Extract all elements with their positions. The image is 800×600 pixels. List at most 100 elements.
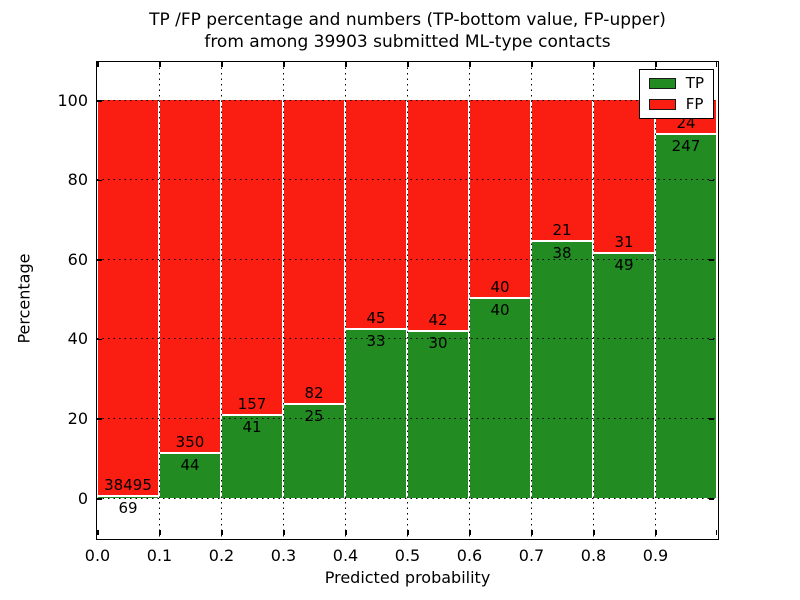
y-tick-mark [97, 179, 102, 182]
fp-legend-label: FP [685, 95, 704, 113]
bar-segment-fp [159, 100, 221, 454]
x-tick-mark [97, 62, 99, 67]
bar-count-tp: 25 [304, 407, 324, 425]
x-tick-label: 0.6 [456, 546, 483, 565]
fp-legend-swatch [648, 99, 676, 110]
y-tick-label: 40 [67, 329, 88, 349]
x-tick-label: 0.0 [84, 546, 111, 565]
x-tick-mark [593, 62, 595, 67]
bar-segment-fp [345, 100, 407, 330]
x-tick-mark [531, 62, 533, 67]
h-gridline [97, 338, 718, 340]
x-tick-mark [221, 62, 223, 67]
h-gridline [97, 417, 718, 419]
bar-count-tp: 49 [614, 256, 634, 275]
plot-area: 38495 69 350 44 157 41 82 25 45 33 42 30 40 40 21 38 31 4… [96, 61, 719, 540]
v-gridline [282, 62, 284, 539]
v-gridline [592, 62, 594, 539]
x-tick-mark [469, 62, 471, 67]
y-tick-mark [97, 338, 102, 341]
bar-segment-tp [655, 135, 717, 498]
x-tick-mark [531, 530, 533, 535]
v-gridline [468, 62, 470, 539]
x-tick-mark [593, 530, 595, 535]
v-gridline [344, 62, 346, 539]
bar-segment-tp [593, 254, 655, 498]
bar-count-tp: 38 [552, 243, 572, 262]
x-tick-label: 0.8 [580, 546, 607, 565]
y-tick-mark [709, 179, 714, 182]
y-tick-label: 100 [57, 90, 88, 110]
tp-legend-label: TP [685, 74, 704, 92]
h-gridline [97, 258, 718, 260]
y-axis-label: Percentage [14, 253, 34, 344]
x-tick-mark [345, 530, 347, 535]
bar-count-fp: 38495 [104, 476, 152, 495]
y-tick-mark [97, 418, 102, 420]
bar-count-fp: 31 [614, 233, 634, 252]
bar-count-fp: 45 [366, 308, 386, 327]
bar-segment-tp [469, 299, 531, 498]
bar-count-tp: 44 [180, 455, 200, 474]
y-tick-label: 60 [67, 249, 88, 269]
v-gridline [406, 62, 408, 539]
x-tick-mark [715, 62, 717, 67]
bar-segment-fp [469, 100, 531, 299]
legend: TP FP [638, 69, 714, 119]
bar-count-fp: 82 [304, 384, 324, 402]
y-tick-mark [709, 259, 714, 261]
x-tick-mark [407, 62, 409, 67]
x-tick-label: 0.7 [518, 546, 545, 565]
chart-title: TP /FP percentage and numbers (TP-bottom… [96, 9, 719, 53]
y-tick-mark [709, 418, 714, 420]
v-gridline [530, 62, 532, 539]
x-tick-label: 0.9 [642, 546, 669, 565]
bar-segment-tp [407, 332, 469, 498]
y-tick-mark [709, 338, 714, 341]
bar-count-fp: 40 [490, 278, 510, 296]
chart-title-line1: TP /FP percentage and numbers (TP-bottom… [149, 10, 666, 30]
bar-count-tp: 69 [118, 499, 138, 518]
bar-count-fp: 21 [552, 220, 572, 239]
bar-segment-fp [531, 100, 593, 242]
bar-segment-fp [407, 100, 469, 333]
bar-count-tp: 33 [366, 331, 386, 350]
bar-count-tp: 41 [242, 417, 262, 436]
y-tick-mark [97, 498, 102, 500]
bar-segment-fp [593, 100, 655, 255]
bar-count-tp: 40 [490, 301, 510, 319]
y-tick-label: 0 [77, 488, 88, 508]
x-axis-label: Predicted probability [324, 568, 491, 587]
legend-entry-tp: TP [648, 74, 704, 92]
tp-legend-swatch [648, 78, 676, 89]
bar-segment-fp [97, 100, 159, 498]
bar-segment-fp [283, 100, 345, 405]
bar-segment-fp [221, 100, 283, 416]
x-tick-label: 0.4 [332, 546, 359, 565]
bar-count-fp: 157 [237, 394, 267, 413]
x-tick-mark [283, 62, 285, 67]
x-tick-mark [345, 62, 347, 67]
y-tick-label: 20 [67, 408, 88, 428]
x-tick-label: 0.5 [394, 546, 421, 565]
y-tick-label: 80 [67, 170, 88, 190]
y-tick-mark [97, 259, 102, 261]
x-tick-mark [97, 530, 99, 535]
bar-count-fp: 350 [175, 432, 205, 451]
x-tick-mark [407, 530, 409, 535]
bar-count-tp: 30 [428, 334, 448, 353]
x-tick-mark [715, 530, 717, 535]
h-gridline [97, 99, 718, 101]
bar-segment-tp [531, 241, 593, 498]
x-tick-mark [159, 530, 161, 535]
bar-segment-tp [345, 329, 407, 498]
x-tick-mark [283, 530, 285, 535]
h-gridline [97, 179, 718, 181]
bar-count-fp: 42 [428, 311, 448, 330]
y-tick-mark [97, 100, 102, 102]
bar-segment-tp [221, 415, 283, 498]
x-tick-label: 0.2 [208, 546, 235, 565]
x-tick-mark [221, 530, 223, 535]
y-tick-mark [709, 498, 714, 500]
v-gridline [654, 62, 656, 539]
